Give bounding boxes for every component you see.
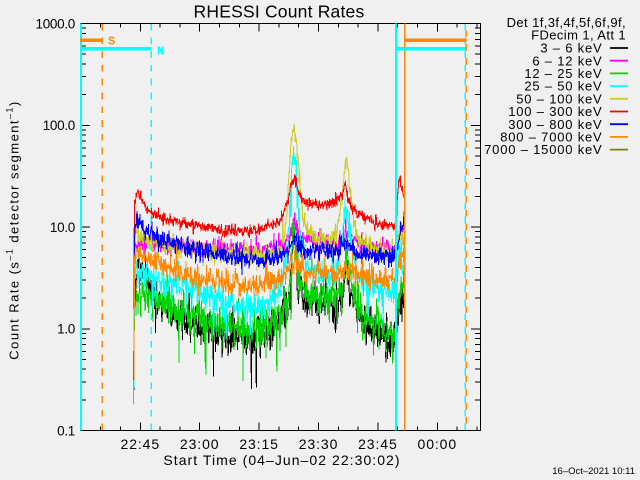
svg-text:12 – 25 keV: 12 – 25 keV [524,66,602,81]
svg-text:N: N [157,45,164,59]
svg-text:1000.0: 1000.0 [36,16,76,31]
svg-text:100 – 300 keV: 100 – 300 keV [508,104,602,119]
svg-text:16–Oct–2021 10:11: 16–Oct–2021 10:11 [552,466,635,477]
svg-text:Det 1f,3f,4f,5f,6f,9f,: Det 1f,3f,4f,5f,6f,9f, [507,15,626,30]
svg-text:3 – 6 keV: 3 – 6 keV [540,41,602,56]
svg-text:S: S [108,35,115,49]
svg-text:1.0: 1.0 [57,322,75,337]
svg-text:RHESSI Count Rates: RHESSI Count Rates [194,2,365,22]
svg-text:00:00: 00:00 [418,436,458,452]
svg-text:6 – 12 keV: 6 – 12 keV [532,53,602,68]
svg-text:23:15: 23:15 [239,436,279,452]
svg-text:Start Time (04–Jun–02 22:30:02: Start Time (04–Jun–02 22:30:02) [163,452,400,468]
svg-text:7000 – 15000 keV: 7000 – 15000 keV [484,142,602,157]
svg-text:22:45: 22:45 [121,436,161,452]
svg-text:300 – 800 keV: 300 – 800 keV [508,117,602,132]
svg-text:100.0: 100.0 [43,118,75,133]
svg-text:23:30: 23:30 [299,436,339,452]
svg-text:FDecim 1, Att 1: FDecim 1, Att 1 [531,28,626,43]
svg-text:50 – 100 keV: 50 – 100 keV [516,91,602,106]
svg-text:25 – 50 keV: 25 – 50 keV [524,79,602,94]
svg-text:23:45: 23:45 [358,436,398,452]
svg-text:23:00: 23:00 [180,436,220,452]
svg-text:10.0: 10.0 [50,220,75,235]
svg-text:Count Rate (s–1 detector segme: Count Rate (s–1 detector segment–1) [5,100,22,359]
svg-text:800 – 7000 keV: 800 – 7000 keV [500,130,602,145]
svg-text:0.1: 0.1 [57,423,75,438]
